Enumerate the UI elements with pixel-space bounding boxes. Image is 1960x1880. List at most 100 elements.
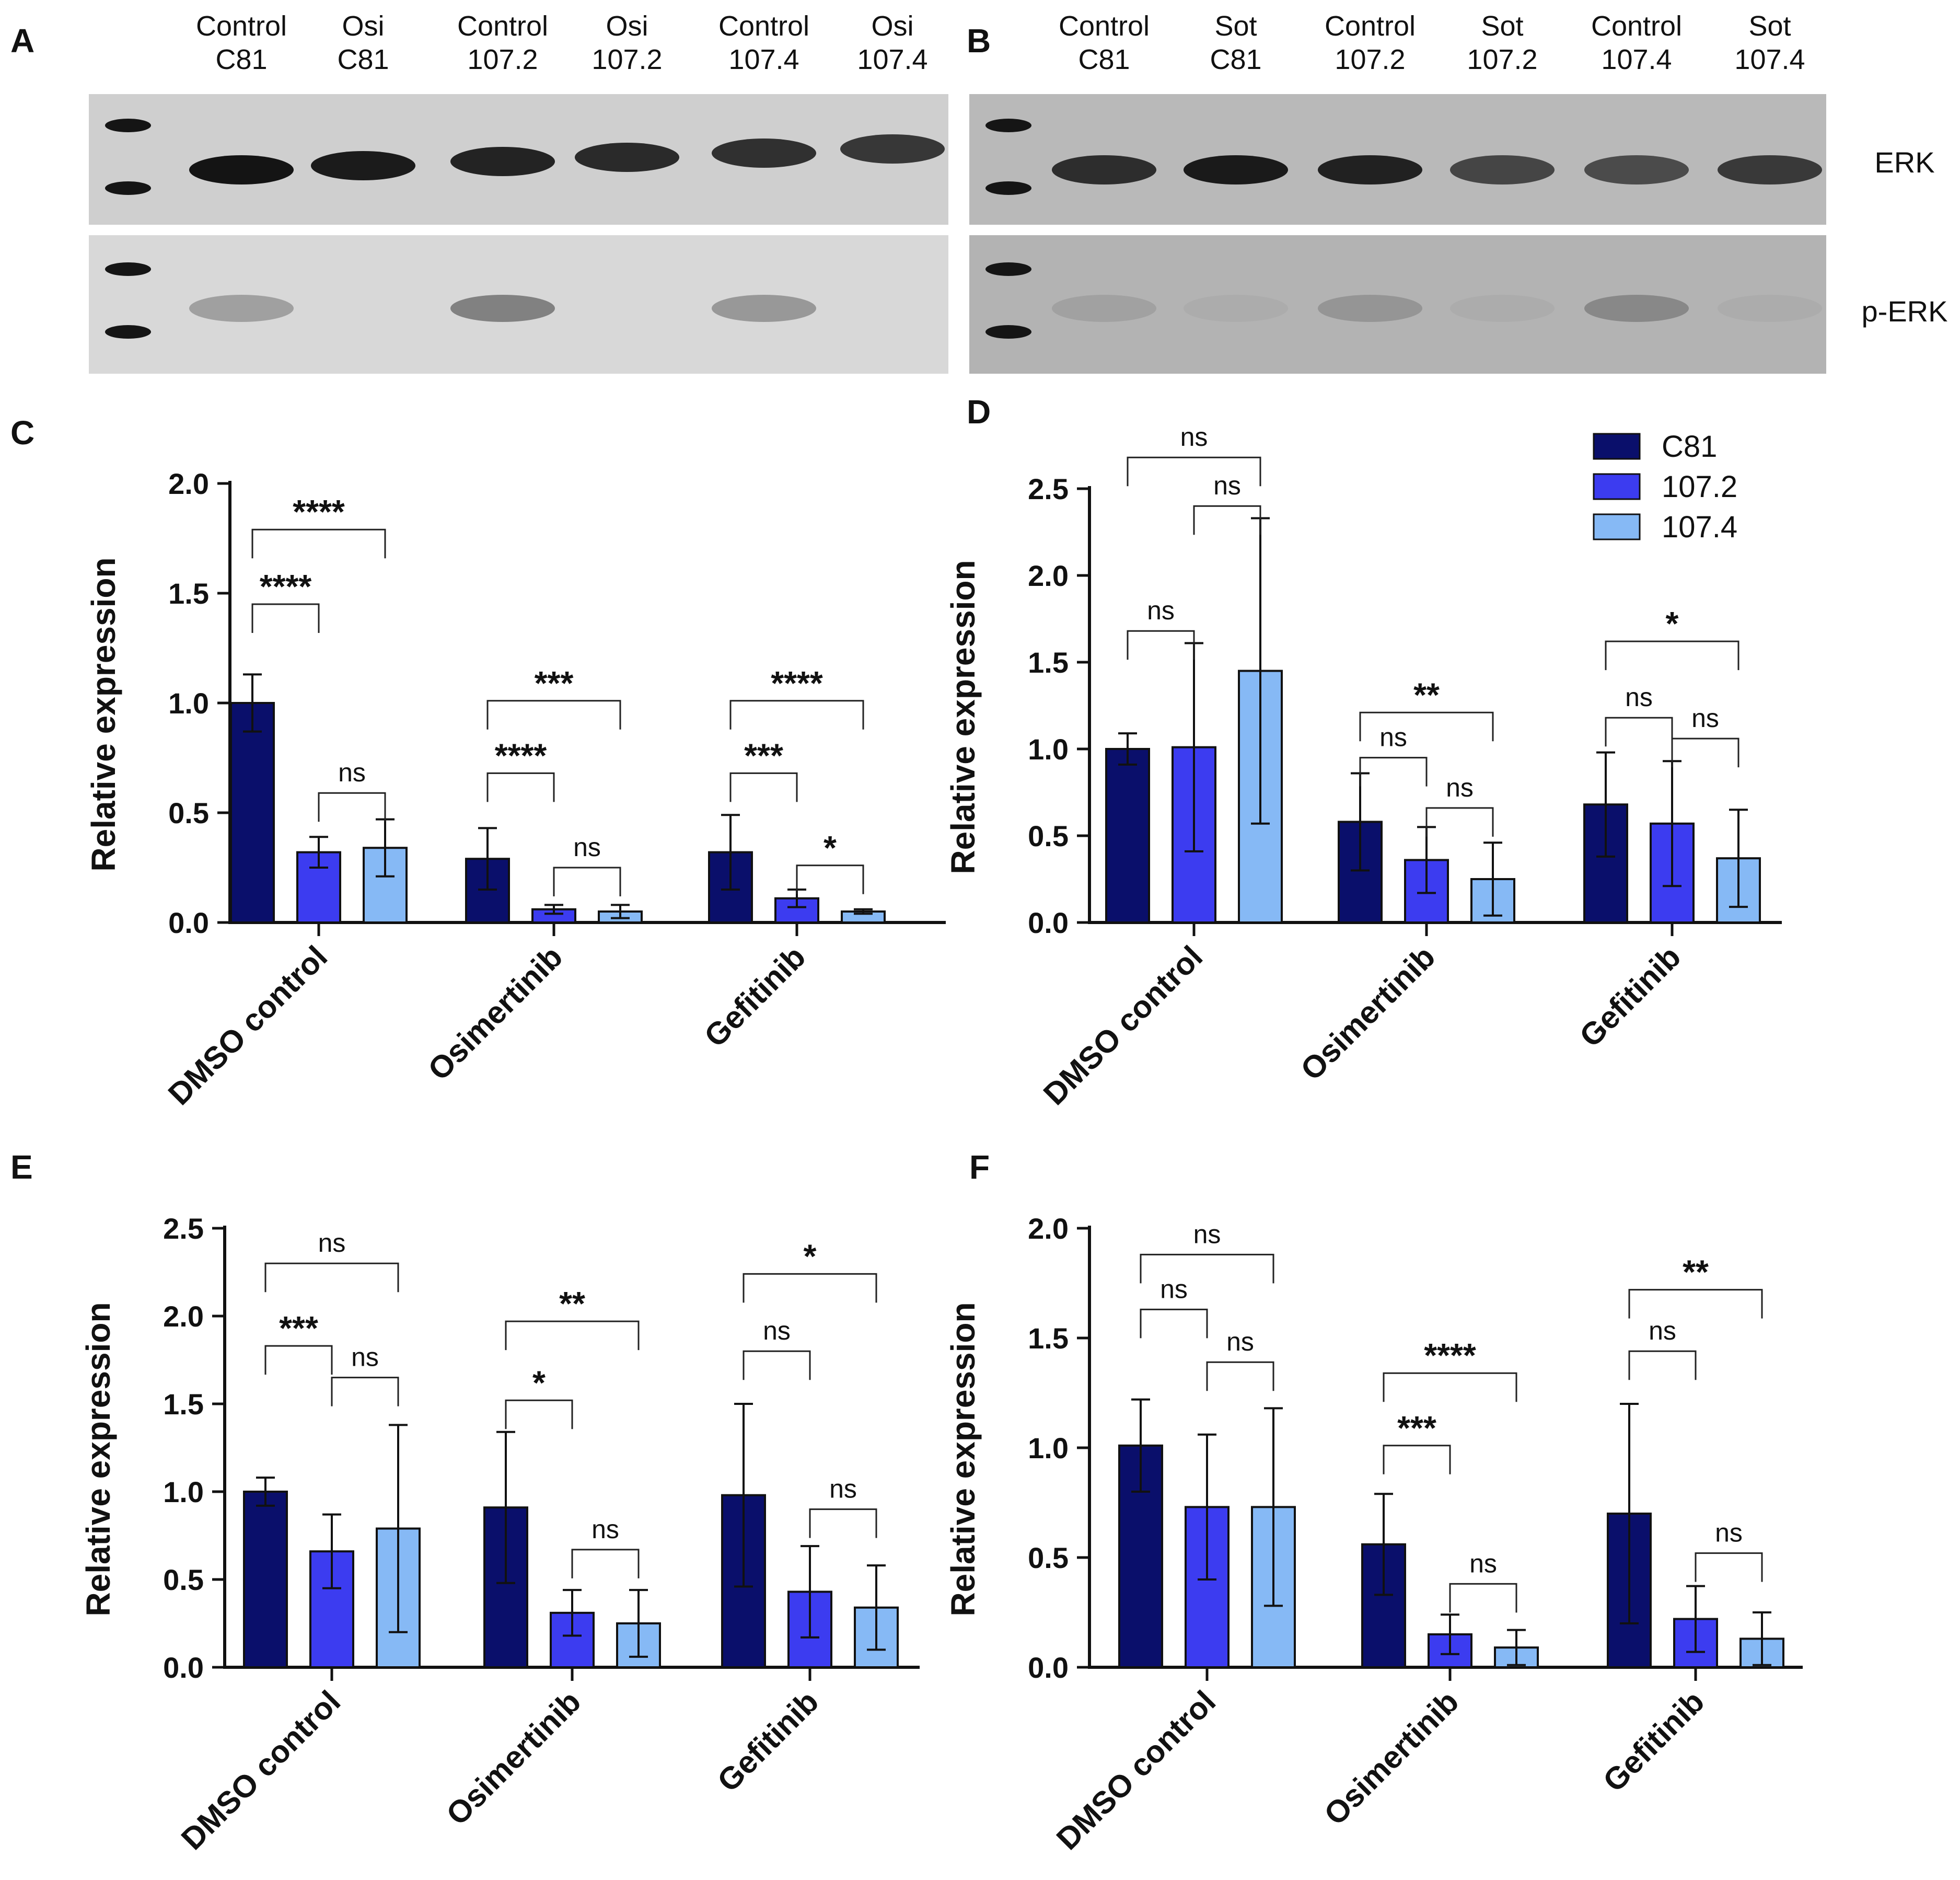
significance-bracket: [1605, 717, 1673, 747]
significance-label: ns: [1160, 1274, 1188, 1304]
significance-bracket: [486, 700, 621, 730]
erk-band: [1318, 155, 1422, 184]
lane-label-bottom: 107.4: [728, 44, 799, 75]
perk-band: [1052, 295, 1156, 322]
significance-label: ****: [293, 493, 345, 530]
y-tick-label: 2.0: [1028, 1212, 1069, 1245]
ladder-mark: [985, 325, 1031, 339]
significance-label: ns: [1649, 1316, 1676, 1345]
significance-bracket: [1140, 1308, 1208, 1339]
significance-bracket: [264, 1345, 333, 1375]
significance-label: **: [1413, 676, 1440, 713]
significance-label: ns: [338, 758, 366, 787]
perk-band: [450, 295, 555, 322]
significance-bracket: [1383, 1372, 1517, 1402]
significance-label: ns: [1446, 773, 1474, 802]
significance-label: ***: [279, 1309, 318, 1347]
ladder-mark: [105, 181, 151, 195]
perk-membrane: [969, 235, 1826, 374]
significance-bracket: [571, 1549, 640, 1578]
significance-label: ns: [829, 1474, 857, 1504]
ladder-mark: [105, 119, 151, 132]
panel-letter-e: E: [10, 1148, 33, 1186]
significance-bracket: [553, 867, 621, 896]
lane-label-top: Sot: [1214, 10, 1257, 42]
y-tick-label: 2.5: [163, 1212, 204, 1245]
significance-label: *: [1666, 605, 1679, 642]
y-tick-label: 0.5: [168, 797, 209, 829]
significance-bracket: [809, 1508, 877, 1538]
y-tick-label: 0.0: [168, 906, 209, 939]
perk-band: [189, 295, 294, 322]
y-tick-label: 1.0: [1028, 1432, 1069, 1464]
significance-label: ns: [1213, 471, 1241, 500]
significance-bracket: [1605, 640, 1739, 671]
lane-label-top: Control: [457, 10, 548, 42]
y-axis-label: Relative expression: [944, 560, 982, 874]
significance-label: ns: [1625, 683, 1653, 712]
perk-label: p-ERK: [1862, 295, 1948, 328]
lane-label-top: Control: [196, 10, 287, 42]
erk-label: ERK: [1874, 146, 1934, 179]
lane-label-top: Osi: [606, 10, 648, 42]
significance-bracket: [1127, 456, 1261, 487]
bar: [1105, 748, 1150, 924]
significance-bracket: [1671, 737, 1739, 768]
significance-label: ns: [1180, 422, 1208, 452]
significance-label: ns: [1715, 1518, 1743, 1548]
significance-bracket: [729, 700, 864, 730]
significance-label: ***: [535, 664, 574, 702]
significance-label: **: [1683, 1253, 1709, 1291]
lane-label-bottom: C81: [337, 44, 389, 75]
erk-band: [1052, 155, 1156, 184]
significance-label: ns: [318, 1228, 346, 1258]
significance-label: ****: [771, 664, 823, 702]
lane-label-bottom: 107.4: [857, 44, 927, 75]
significance-bracket: [505, 1399, 573, 1429]
y-tick-label: 1.0: [1028, 733, 1069, 766]
lane-label-top: Control: [1059, 10, 1150, 42]
lane-label-bottom: 107.2: [1335, 44, 1405, 75]
significance-label: *: [532, 1364, 546, 1401]
y-axis-label: Relative expression: [79, 1302, 117, 1616]
legend-label: C81: [1662, 430, 1717, 464]
blot-panel-a: A ControlC81OsiC81Control107.2Osi107.2Con…: [10, 10, 948, 374]
y-axis-label: Relative expression: [85, 557, 122, 871]
significance-label: ***: [1397, 1409, 1436, 1447]
erk-band: [1184, 155, 1288, 184]
y-tick-label: 1.0: [168, 687, 209, 720]
significance-bracket: [743, 1350, 811, 1380]
legend-swatch: [1593, 473, 1641, 500]
y-tick-label: 2.0: [168, 467, 209, 500]
significance-bracket: [1449, 1583, 1517, 1613]
lane-label-top: Control: [1325, 10, 1416, 42]
panel-letter-c: C: [10, 414, 34, 452]
lane-label-top: Sot: [1748, 10, 1791, 42]
erk-band: [1450, 155, 1555, 184]
perk-band: [1184, 295, 1288, 322]
lane-label-top: Control: [718, 10, 809, 42]
perk-band: [1450, 295, 1555, 322]
blot-separator: [89, 226, 1826, 234]
significance-label: ****: [495, 736, 547, 774]
significance-label: ns: [1691, 703, 1719, 733]
significance-bracket: [1127, 630, 1195, 660]
significance-bracket: [1628, 1350, 1697, 1380]
significance-label: ns: [1379, 723, 1407, 752]
significance-label: *: [804, 1237, 817, 1275]
significance-bracket: [796, 864, 864, 894]
significance-label: ns: [1147, 596, 1175, 625]
significance-label: ns: [573, 833, 601, 862]
legend-label: 107.4: [1662, 510, 1737, 544]
legend-label: 107.2: [1662, 470, 1737, 504]
significance-bracket: [1425, 807, 1494, 837]
significance-bracket: [264, 1262, 399, 1293]
y-tick-label: 1.5: [1028, 646, 1069, 679]
perk-band: [1318, 295, 1422, 322]
significance-label: *: [824, 829, 837, 867]
y-tick-label: 1.5: [163, 1388, 204, 1421]
significance-label: **: [559, 1285, 585, 1322]
erk-band: [840, 134, 945, 164]
perk-band: [712, 295, 816, 322]
significance-label: ns: [592, 1515, 619, 1544]
